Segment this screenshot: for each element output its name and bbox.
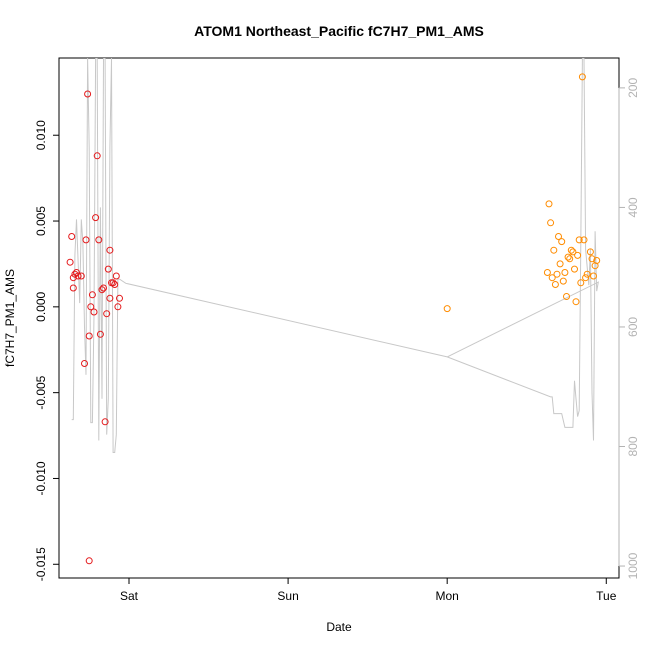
data-point (550, 246, 558, 254)
data-point (98, 286, 106, 294)
x-tick-label: Sun (277, 589, 298, 603)
secondary-y-tick-label: 1000 (626, 552, 640, 579)
data-point (69, 284, 77, 292)
data-point (566, 255, 574, 263)
data-point (559, 277, 567, 285)
data-point (77, 272, 85, 280)
secondary-y-tick-label: 800 (626, 436, 640, 456)
plot-area (58, 57, 620, 579)
data-point (577, 279, 585, 287)
data-point (114, 303, 122, 311)
chart-title: ATOM1 Northeast_Pacific fC7H7_PM1_AMS (194, 23, 484, 39)
data-point (116, 294, 123, 302)
data-point (90, 308, 98, 316)
data-point (551, 281, 559, 288)
plot-frame (58, 57, 620, 579)
y-tick-label: 0.005 (34, 206, 48, 236)
data-point (571, 265, 578, 273)
y-tick-label: 0.000 (34, 292, 48, 322)
data-point (583, 270, 591, 278)
data-point (574, 251, 582, 259)
data-point (87, 303, 95, 311)
data-point (556, 260, 564, 268)
data-point (443, 305, 451, 313)
x-tick-label: Tue (596, 589, 617, 603)
data-point (69, 274, 77, 282)
data-point (593, 257, 601, 264)
data-point (590, 272, 597, 280)
altitude-line (71, 58, 599, 453)
y-axis-label: fC7H7_PM1_AMS (3, 269, 17, 367)
data-point (104, 265, 112, 273)
x-axis: Sat Sun Mon Tue (120, 577, 617, 603)
data-points-layer (66, 73, 601, 565)
data-point (68, 233, 76, 240)
data-point (112, 272, 120, 280)
y-tick-label: -0.005 (34, 375, 48, 409)
y-tick-label: -0.010 (34, 461, 48, 495)
data-point (572, 298, 580, 306)
x-tick-label: Sat (120, 589, 139, 603)
y-axis: -0.015 -0.010 -0.005 0.000 0.005 0.010 (34, 120, 60, 581)
data-point (548, 274, 556, 282)
data-point (84, 90, 92, 98)
data-point (93, 152, 101, 160)
altitude-line-layer (71, 58, 599, 453)
data-point (66, 258, 74, 266)
data-point (73, 269, 80, 276)
data-point (88, 291, 96, 299)
data-point (545, 200, 553, 208)
data-point (567, 246, 575, 254)
data-point (580, 236, 588, 244)
data-point (111, 281, 119, 288)
data-point (555, 233, 562, 240)
data-point (103, 310, 111, 318)
data-point (101, 418, 109, 426)
data-point (553, 270, 561, 278)
data-point (582, 274, 590, 282)
data-point (81, 360, 88, 367)
data-point (563, 293, 570, 300)
secondary-y-tick-label: 400 (626, 197, 640, 217)
secondary-y-tick-label: 600 (626, 317, 640, 337)
data-point (106, 294, 114, 302)
data-point (543, 269, 551, 276)
x-axis-label: Date (326, 620, 352, 634)
data-point (588, 255, 596, 263)
secondary-y-axis: 200 400 600 800 1000 (618, 78, 640, 579)
data-point (547, 219, 555, 227)
data-point (564, 253, 572, 261)
data-point (578, 73, 586, 81)
data-point (82, 236, 90, 244)
x-tick-label: Mon (436, 589, 459, 603)
data-point (106, 246, 114, 254)
data-point (85, 332, 93, 340)
data-point (74, 272, 82, 280)
data-point (100, 284, 107, 292)
data-point (95, 236, 103, 244)
data-point (575, 236, 583, 244)
data-point (569, 248, 577, 256)
data-point (586, 248, 594, 256)
data-point (561, 269, 569, 276)
data-point (558, 238, 566, 246)
y-tick-label: 0.010 (34, 120, 48, 150)
data-point (92, 214, 100, 222)
secondary-y-tick-label: 200 (626, 78, 640, 98)
y-tick-label: -0.015 (34, 547, 48, 581)
data-point (96, 330, 104, 338)
data-point (109, 279, 117, 287)
data-point (85, 557, 93, 565)
